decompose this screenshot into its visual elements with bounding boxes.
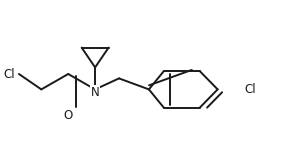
Text: Cl: Cl [3,67,15,81]
Text: N: N [91,86,99,99]
Text: O: O [64,109,73,122]
Text: Cl: Cl [245,83,256,96]
